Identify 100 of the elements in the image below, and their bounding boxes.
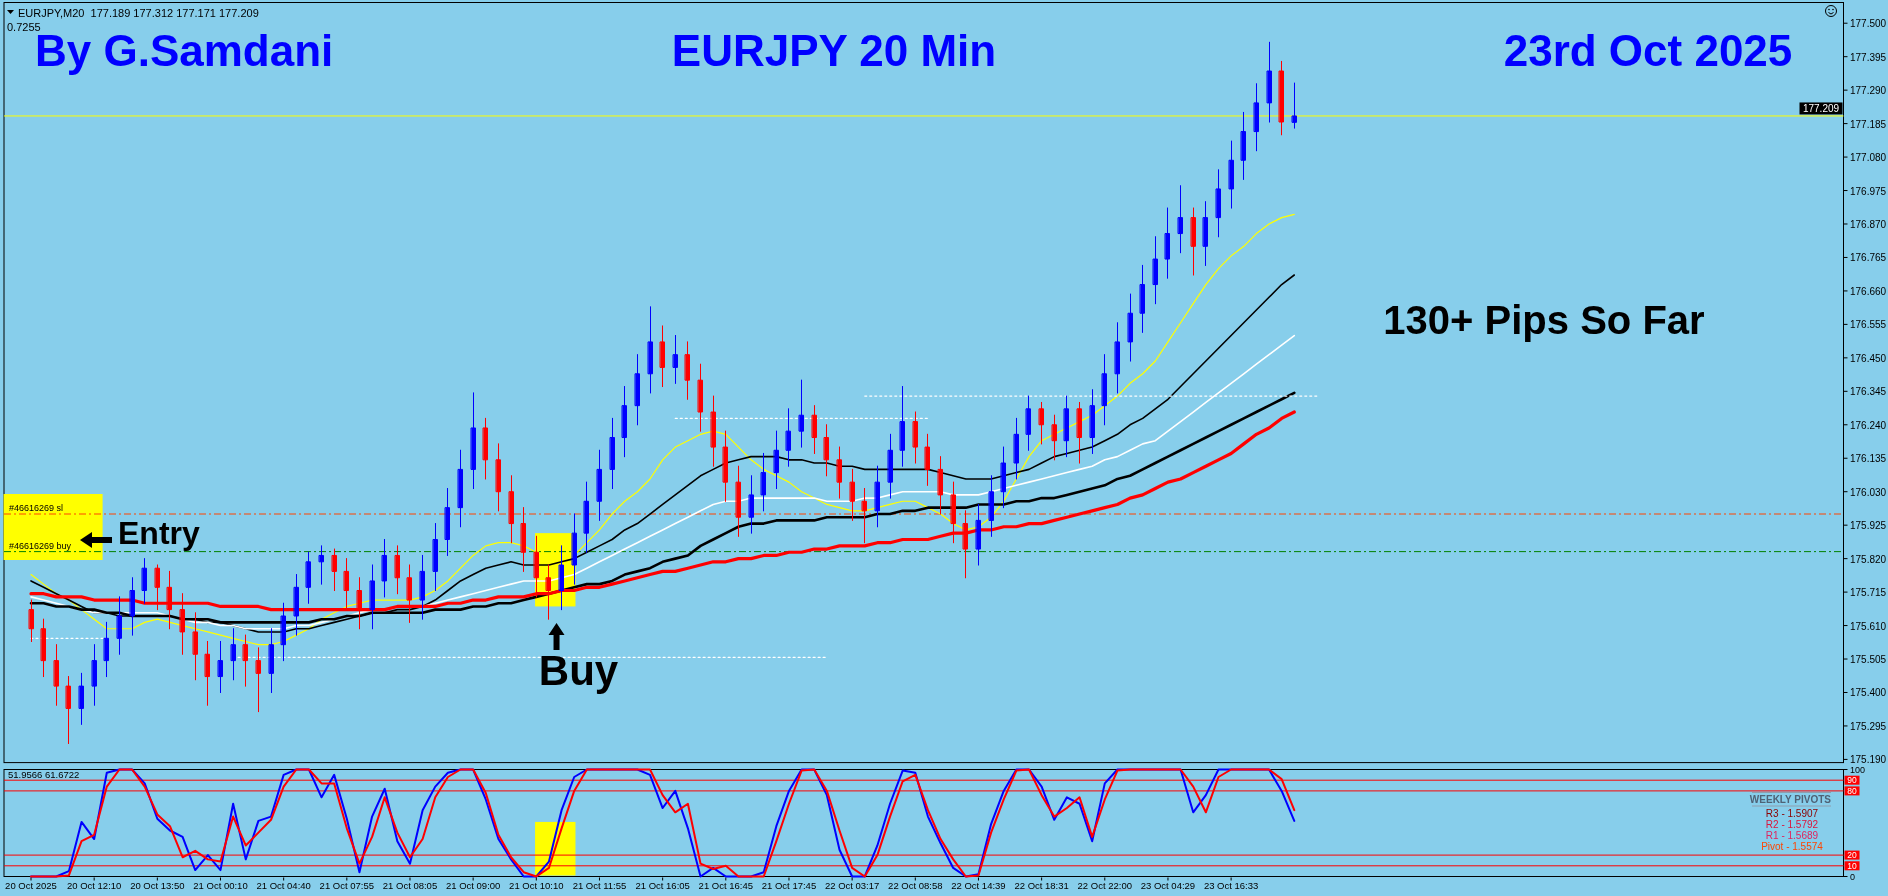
candlestick (749, 475, 754, 534)
y-tick-label: 177.080 (1850, 151, 1887, 163)
candlestick (66, 676, 71, 744)
candlestick (218, 640, 223, 693)
candlestick (862, 488, 867, 544)
y-tick-label: 100 (1850, 764, 1866, 775)
y-tick-label: 176.765 (1850, 251, 1887, 263)
candlestick (41, 618, 46, 678)
candlestick (900, 386, 905, 467)
candlestick (1052, 414, 1057, 461)
candlestick (458, 449, 463, 528)
y-tick-label: 175.505 (1850, 653, 1887, 665)
candlestick (1267, 41, 1272, 123)
candlestick (205, 640, 210, 706)
x-tick-label: 23 Oct 04:29 (1140, 880, 1196, 891)
candlestick (243, 634, 248, 687)
candlestick (761, 452, 766, 512)
x-tick-label: 21 Oct 04:40 (256, 880, 311, 891)
ref-line-label: #46616269 sl (9, 503, 64, 514)
candlestick (736, 465, 741, 537)
candlestick (572, 513, 577, 585)
candlestick (1153, 236, 1158, 305)
candlestick (1279, 60, 1284, 136)
x-tick-label: 22 Oct 03:17 (824, 880, 880, 891)
x-tick-label: 21 Oct 09:00 (445, 880, 501, 891)
candlestick (1039, 401, 1044, 445)
x-tick-label: 20 Oct 13:50 (130, 880, 185, 891)
candlestick (1102, 354, 1107, 426)
candlestick (1077, 401, 1082, 464)
annotation: R1 - 1.5689 (1765, 829, 1819, 841)
x-tick-label: 21 Oct 16:05 (635, 880, 690, 891)
candlestick (951, 481, 956, 544)
candlestick (1178, 185, 1183, 254)
candlestick (104, 621, 109, 678)
candlestick (1128, 293, 1133, 362)
candlestick (193, 612, 198, 681)
candlestick (521, 507, 526, 572)
candlestick (483, 417, 488, 480)
candlestick (723, 430, 728, 502)
candlestick (786, 408, 791, 467)
candlestick (622, 386, 627, 458)
annotation: EURJPY,M20 177.189 177.312 177.171 177.209 (18, 7, 259, 19)
ref-line-label: #46616269 buy (9, 540, 72, 551)
candlestick (92, 644, 97, 706)
candlestick (534, 535, 539, 598)
candlestick (496, 443, 501, 512)
candlestick (1090, 389, 1095, 454)
candlestick (445, 488, 450, 556)
candlestick (1165, 207, 1170, 279)
y-tick-label: 176.660 (1850, 285, 1887, 297)
x-tick-label: 21 Oct 00:10 (193, 880, 248, 891)
x-tick-label: 23 Oct 16:33 (1203, 880, 1259, 891)
y-tick-label: 176.450 (1850, 352, 1887, 364)
y-tick-label: 175.715 (1850, 586, 1887, 598)
annotation: 23rd Oct 2025 (1503, 26, 1793, 75)
candlestick (29, 599, 34, 642)
candlestick (888, 433, 893, 499)
candlestick (1203, 201, 1208, 266)
text: EURJPY 20 Min (671, 26, 997, 75)
y-tick-label: 175.190 (1850, 753, 1887, 765)
annotation: 0.7255 (7, 21, 41, 33)
candlestick (1014, 417, 1019, 480)
y-tick-label: 177.290 (1850, 84, 1887, 96)
y-tick-label: 176.240 (1850, 419, 1887, 431)
candlestick (913, 411, 918, 464)
candlestick (332, 548, 337, 591)
y-tick-label: 177.185 (1850, 118, 1887, 130)
ref-line-label: 80 (1847, 785, 1857, 796)
x-tick-label: 21 Oct 11:55 (572, 880, 627, 891)
candlestick (673, 335, 678, 384)
candlestick (1292, 82, 1297, 129)
candlestick (269, 628, 274, 693)
candlestick (963, 510, 968, 579)
candlestick (812, 405, 817, 454)
candlestick (79, 672, 84, 725)
y-tick-label: 176.345 (1850, 385, 1887, 397)
candlestick (420, 554, 425, 620)
y-tick-label: 175.400 (1850, 686, 1887, 698)
y-tick-label: 0 (1850, 871, 1856, 882)
candlestick (989, 475, 994, 537)
candlestick (1026, 395, 1031, 451)
x-tick-label: 21 Oct 10:10 (509, 880, 564, 891)
ref-line-label: 10 (1847, 860, 1857, 871)
x-tick-label: 22 Oct 08:58 (888, 880, 943, 891)
candlestick (382, 539, 387, 598)
y-tick-label: 177.500 (1850, 17, 1887, 29)
candlestick (1241, 111, 1246, 180)
y-tick-label: 176.135 (1850, 452, 1887, 464)
candlestick (976, 503, 981, 566)
candlestick (559, 545, 564, 611)
candlestick (54, 644, 59, 706)
annotation: Pivot - 1.5574 (1761, 840, 1824, 852)
candlestick (685, 341, 690, 400)
annotation: 51.9566 61.6722 (8, 768, 80, 780)
annotation: Entry (118, 515, 200, 551)
y-tick-label: 177.395 (1850, 51, 1887, 63)
candlestick (1229, 140, 1234, 209)
candlestick (306, 551, 311, 604)
candlestick (370, 564, 375, 630)
x-tick-label: 21 Oct 16:45 (698, 880, 754, 891)
